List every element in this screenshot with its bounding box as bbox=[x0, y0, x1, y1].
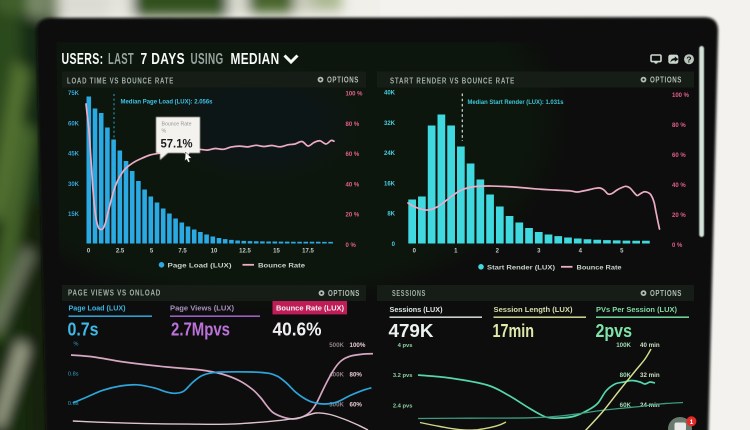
svg-text:Bounce Rate (LUX): Bounce Rate (LUX) bbox=[276, 304, 345, 313]
svg-text:PAGE VIEWS VS ONLOAD: PAGE VIEWS VS ONLOAD bbox=[68, 289, 161, 298]
svg-text:32 min: 32 min bbox=[640, 372, 660, 379]
svg-text:SESSIONS: SESSIONS bbox=[392, 289, 426, 298]
svg-text:OPTIONS: OPTIONS bbox=[327, 76, 359, 85]
svg-text:60 %: 60 % bbox=[346, 152, 360, 158]
svg-text:100%: 100% bbox=[350, 342, 366, 349]
svg-text:2.7Mpvs: 2.7Mpvs bbox=[171, 319, 230, 340]
svg-text:30K: 30K bbox=[68, 182, 80, 188]
svg-text:1: 1 bbox=[454, 249, 458, 255]
svg-text:0: 0 bbox=[413, 249, 417, 255]
svg-text:OPTIONS: OPTIONS bbox=[650, 76, 682, 85]
svg-text:5: 5 bbox=[150, 249, 154, 255]
svg-text:0 %: 0 % bbox=[346, 243, 357, 249]
svg-text:Bounce Rate: Bounce Rate bbox=[258, 262, 306, 269]
svg-text:LAST: LAST bbox=[108, 51, 134, 68]
svg-text:0: 0 bbox=[392, 242, 396, 248]
svg-text:10: 10 bbox=[211, 249, 218, 255]
svg-text:45K: 45K bbox=[68, 152, 80, 158]
svg-text:24K: 24K bbox=[384, 151, 396, 157]
svg-text:40 min: 40 min bbox=[640, 342, 660, 349]
svg-text:%: % bbox=[74, 342, 79, 348]
svg-text:OPTIONS: OPTIONS bbox=[650, 289, 682, 298]
svg-text:USING: USING bbox=[191, 51, 224, 68]
svg-text:7.5: 7.5 bbox=[178, 249, 187, 255]
svg-text:300K: 300K bbox=[329, 401, 344, 408]
svg-text:%: % bbox=[162, 129, 167, 135]
svg-text:Session Length (LUX): Session Length (LUX) bbox=[494, 305, 574, 314]
svg-text:7 DAYS: 7 DAYS bbox=[141, 51, 186, 68]
svg-text:OPTIONS: OPTIONS bbox=[328, 289, 360, 298]
svg-text:40 %: 40 % bbox=[346, 182, 360, 188]
svg-text:Page Views (LUX): Page Views (LUX) bbox=[170, 304, 235, 313]
svg-text:80 %: 80 % bbox=[672, 123, 686, 129]
svg-text:5: 5 bbox=[620, 249, 624, 255]
svg-text:12.5: 12.5 bbox=[239, 249, 251, 255]
svg-text:Sessions (LUX): Sessions (LUX) bbox=[390, 305, 444, 314]
svg-text:400K: 400K bbox=[329, 372, 344, 379]
svg-text:1: 1 bbox=[690, 419, 694, 426]
svg-text:16K: 16K bbox=[384, 181, 396, 187]
svg-text:20 %: 20 % bbox=[672, 213, 686, 219]
svg-text:2.5: 2.5 bbox=[116, 249, 125, 255]
svg-text:0.7s: 0.7s bbox=[68, 318, 99, 339]
svg-text:Bounce Rate: Bounce Rate bbox=[577, 264, 623, 271]
svg-text:Page Load (LUX): Page Load (LUX) bbox=[168, 262, 232, 269]
svg-text:20 %: 20 % bbox=[346, 213, 360, 219]
svg-text:Page Load (LUX): Page Load (LUX) bbox=[69, 304, 127, 313]
svg-text:100 %: 100 % bbox=[346, 92, 364, 98]
svg-text:75K: 75K bbox=[68, 91, 80, 97]
svg-text:80K: 80K bbox=[620, 372, 632, 379]
svg-text:0 %: 0 % bbox=[672, 243, 683, 249]
svg-text:8K: 8K bbox=[387, 212, 395, 218]
svg-text:4 pvs: 4 pvs bbox=[398, 343, 413, 349]
svg-text:40.6%: 40.6% bbox=[273, 319, 322, 340]
svg-text:0: 0 bbox=[87, 249, 91, 255]
svg-text:4: 4 bbox=[579, 249, 583, 255]
svg-text:START RENDER VS BOUNCE RATE: START RENDER VS BOUNCE RATE bbox=[390, 76, 515, 85]
svg-text:100K: 100K bbox=[616, 342, 631, 349]
svg-text:0.8s: 0.8s bbox=[68, 371, 79, 377]
svg-text:17.5: 17.5 bbox=[302, 249, 314, 255]
svg-text:0.6s: 0.6s bbox=[68, 401, 79, 407]
svg-text:?: ? bbox=[686, 55, 691, 65]
svg-text:15K: 15K bbox=[68, 212, 80, 218]
svg-text:3: 3 bbox=[537, 249, 541, 255]
svg-text:500K: 500K bbox=[329, 342, 344, 349]
svg-text:2pvs: 2pvs bbox=[596, 320, 633, 341]
svg-text:PVs Per Session (LUX): PVs Per Session (LUX) bbox=[596, 305, 678, 314]
svg-text:3.2 pvs: 3.2 pvs bbox=[393, 373, 413, 379]
svg-text:2.4 pvs: 2.4 pvs bbox=[393, 403, 413, 409]
svg-text:57.1%: 57.1% bbox=[161, 139, 193, 151]
svg-text:LOAD TIME VS BOUNCE RATE: LOAD TIME VS BOUNCE RATE bbox=[67, 76, 174, 85]
svg-text:17min: 17min bbox=[493, 320, 535, 341]
svg-text:15: 15 bbox=[273, 249, 280, 255]
svg-text:40 %: 40 % bbox=[672, 183, 686, 189]
svg-text:60K: 60K bbox=[620, 402, 632, 409]
svg-text:Start Render (LUX): Start Render (LUX) bbox=[487, 264, 555, 271]
svg-text:60%: 60% bbox=[350, 401, 363, 408]
svg-text:Median Start Render (LUX): 1.0: Median Start Render (LUX): 1.031s bbox=[468, 99, 564, 106]
svg-text:2: 2 bbox=[496, 249, 500, 255]
svg-text:100 %: 100 % bbox=[672, 93, 690, 99]
svg-text:479K: 479K bbox=[389, 320, 435, 341]
svg-text:40K: 40K bbox=[384, 91, 396, 97]
svg-text:32K: 32K bbox=[384, 121, 396, 127]
svg-text:MEDIAN: MEDIAN bbox=[231, 51, 280, 68]
svg-text:60 %: 60 % bbox=[672, 153, 686, 159]
svg-text:Bounce Rate: Bounce Rate bbox=[162, 122, 192, 128]
svg-text:Median Page Load (LUX): 2.056s: Median Page Load (LUX): 2.056s bbox=[121, 99, 213, 106]
svg-text:60K: 60K bbox=[68, 121, 80, 127]
svg-text:80 %: 80 % bbox=[346, 122, 360, 128]
svg-text:80%: 80% bbox=[350, 372, 363, 379]
svg-text:USERS:: USERS: bbox=[62, 51, 104, 68]
